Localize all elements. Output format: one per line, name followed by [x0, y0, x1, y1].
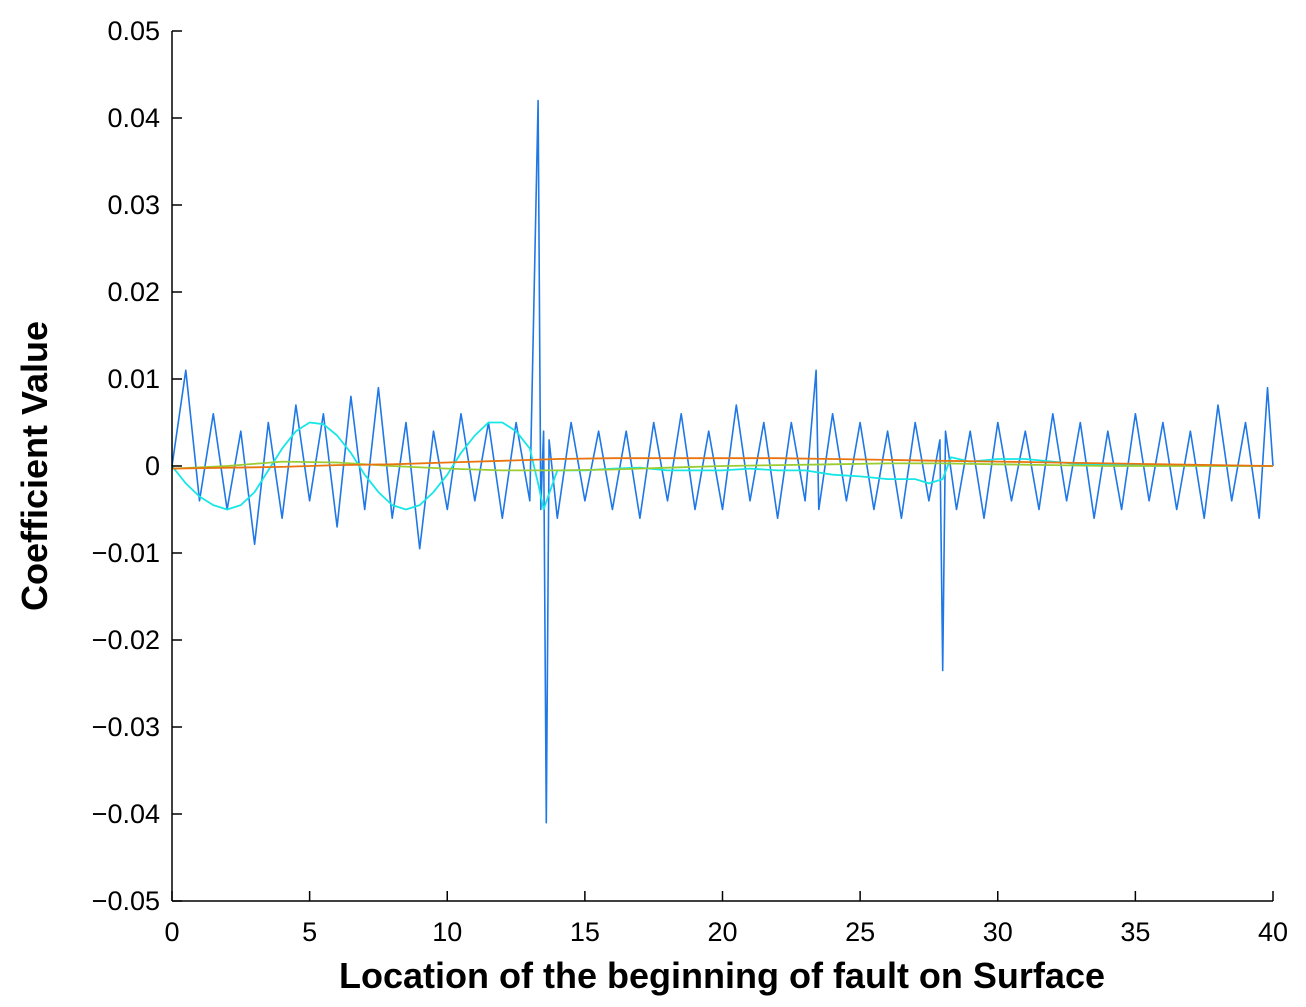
y-tick-label: 0.01 [107, 364, 160, 394]
x-tick-label: 40 [1258, 917, 1288, 947]
axes [171, 30, 1274, 902]
x-tick-label: 15 [570, 917, 600, 947]
x-tick-label: 35 [1120, 917, 1150, 947]
y-tick-label: 0.02 [107, 277, 160, 307]
x-tick-label: 20 [707, 917, 737, 947]
y-tick-label: 0 [145, 451, 160, 481]
y-tick-label: −0.04 [92, 799, 160, 829]
series-line-1 [171, 99, 1274, 824]
series-line-4 [171, 457, 1274, 470]
x-tick-label: 25 [845, 917, 875, 947]
y-tick-label: −0.01 [92, 538, 160, 568]
y-tick-label: 0.03 [107, 190, 160, 220]
y-tick-label: 0.05 [107, 16, 160, 46]
y-tick-label: 0.04 [107, 103, 160, 133]
tick-labels: 0 5 10 15 20 25 30 35 40 −0.05 −0.04 −0.03 −0.02 −0.0… [92, 16, 1288, 947]
y-tick-label: −0.02 [92, 625, 160, 655]
series-line-3 [171, 460, 1273, 472]
y-tick-label: −0.03 [92, 712, 160, 742]
x-tick-label: 0 [164, 917, 179, 947]
x-tick-label: 5 [302, 917, 317, 947]
x-axis-label: Location of the beginning of fault on Su… [339, 955, 1105, 996]
plot-series [171, 99, 1274, 824]
x-tick-label: 30 [983, 917, 1013, 947]
y-tick-label: −0.05 [92, 886, 160, 916]
x-tick-label: 10 [432, 917, 462, 947]
y-axis-label: Coefficient Value [14, 321, 55, 611]
series-line-2 [171, 421, 1273, 511]
